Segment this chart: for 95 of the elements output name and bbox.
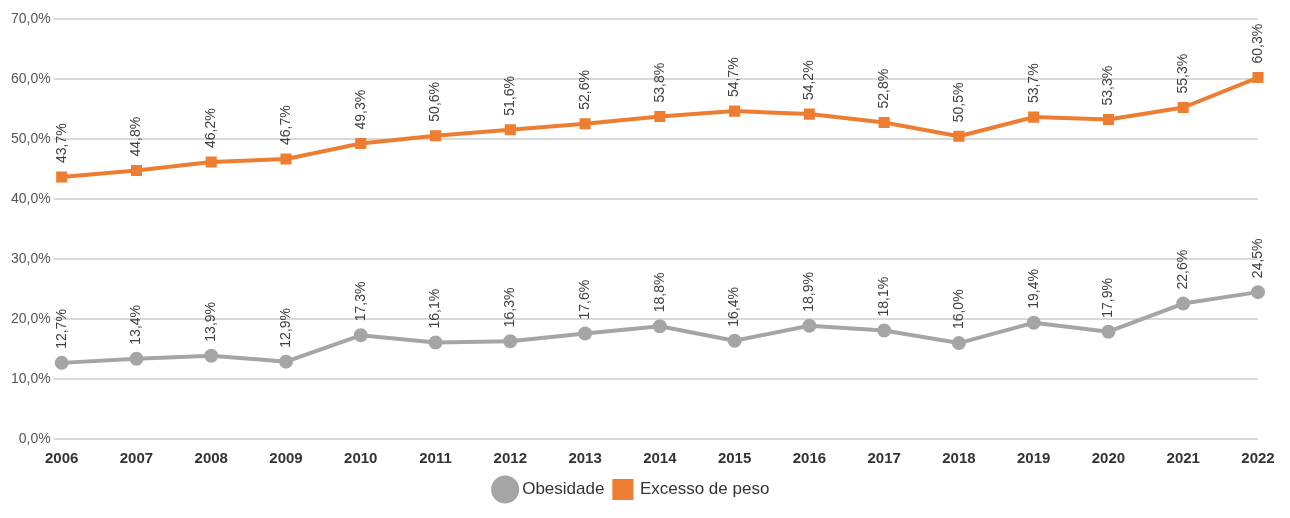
data-label: 51,6%: [501, 75, 518, 116]
data-label: 19,4%: [1024, 269, 1041, 309]
point: [129, 351, 144, 366]
point: [130, 164, 142, 176]
data-label: 55,3%: [1174, 53, 1191, 94]
data-label: 54,7%: [725, 57, 742, 98]
data-label: 18,1%: [875, 276, 892, 317]
data-label: 44,8%: [127, 116, 144, 157]
data-label: 46,2%: [202, 108, 219, 149]
data-label: 13,4%: [127, 304, 144, 345]
x-tick-label: 2014: [643, 449, 678, 467]
x-tick-label: 2010: [344, 449, 378, 467]
data-label: 18,8%: [650, 272, 667, 313]
y-tick-label: 70,0%: [10, 10, 51, 27]
data-label: 17,9%: [1099, 278, 1116, 318]
x-tick-label: 2012: [493, 449, 527, 467]
point: [54, 355, 69, 370]
point: [803, 108, 815, 120]
point: [579, 118, 591, 130]
data-label: 24,5%: [1248, 238, 1265, 279]
point: [802, 318, 817, 333]
data-label: 53,7%: [1024, 63, 1041, 104]
point: [1028, 111, 1040, 123]
data-label: 12,7%: [52, 309, 69, 349]
x-tick-label: 2008: [194, 449, 228, 467]
data-label: 53,3%: [1099, 65, 1116, 106]
data-label: 54,2%: [800, 60, 817, 101]
x-tick-label: 2017: [867, 449, 901, 467]
data-label: 22,6%: [1174, 249, 1191, 290]
data-label: 52,6%: [575, 70, 592, 110]
point: [205, 156, 217, 168]
y-tick-label: 20,0%: [10, 309, 51, 326]
point: [878, 116, 890, 129]
x-tick-label: 2011: [419, 449, 452, 467]
x-tick-label: 2019: [1017, 449, 1051, 467]
data-label: 52,8%: [875, 68, 892, 109]
x-tick-label: 2015: [717, 449, 752, 467]
data-label: 16,1%: [426, 288, 443, 329]
x-tick-label: 2007: [119, 449, 154, 467]
x-tick-label: 2016: [792, 449, 827, 467]
data-label: 16,4%: [725, 286, 742, 327]
data-label: 13,9%: [202, 301, 219, 342]
y-tick-label: 30,0%: [10, 250, 51, 267]
x-tick-label: 2009: [269, 449, 303, 467]
point: [1102, 113, 1114, 126]
point: [280, 153, 292, 165]
point: [504, 124, 516, 136]
point: [729, 105, 741, 117]
data-label: 53,8%: [650, 62, 667, 103]
x-tick-label: 2020: [1091, 449, 1126, 467]
point: [1101, 324, 1116, 339]
point: [353, 328, 368, 343]
x-tick-label: 2006: [45, 449, 79, 467]
point: [727, 333, 742, 348]
x-tick-label: 2021: [1166, 449, 1200, 467]
point: [953, 130, 965, 142]
x-tick-label: 2013: [568, 449, 602, 467]
y-tick-label: 40,0%: [10, 190, 51, 207]
x-tick-label: 2022: [1241, 449, 1275, 467]
point: [428, 335, 443, 350]
data-label: 18,9%: [800, 272, 817, 312]
data-label: 46,7%: [276, 105, 293, 146]
point: [578, 326, 593, 341]
point: [204, 348, 219, 363]
data-label: 17,6%: [575, 279, 592, 320]
legend-label: Excesso de peso: [639, 479, 770, 499]
point: [355, 137, 367, 150]
data-label: 49,3%: [351, 89, 368, 130]
data-label: 12,9%: [276, 307, 293, 348]
point: [951, 336, 966, 351]
point: [56, 171, 68, 183]
y-tick-label: 50,0%: [10, 130, 51, 147]
point: [1251, 285, 1265, 300]
point: [1026, 315, 1041, 330]
data-label: 50,5%: [949, 82, 966, 123]
legend-label: Obesidade: [522, 479, 605, 499]
y-tick-label: 0,0%: [18, 429, 51, 446]
x-tick-label: 2018: [942, 449, 976, 467]
point: [1177, 101, 1189, 114]
data-label: 17,3%: [351, 281, 368, 322]
y-tick-label: 10,0%: [10, 369, 51, 386]
y-tick-label: 60,0%: [10, 70, 51, 87]
point: [279, 354, 293, 369]
point: [652, 319, 667, 334]
data-label: 16,0%: [949, 289, 966, 330]
point: [1252, 72, 1264, 84]
data-label: 43,7%: [52, 123, 69, 164]
point: [654, 110, 666, 123]
data-label: 60,3%: [1248, 23, 1265, 64]
point: [503, 334, 518, 349]
point: [1176, 296, 1191, 311]
data-label: 50,6%: [426, 81, 443, 122]
point: [430, 130, 442, 142]
data-label: 16,3%: [501, 287, 518, 328]
point: [877, 323, 892, 338]
